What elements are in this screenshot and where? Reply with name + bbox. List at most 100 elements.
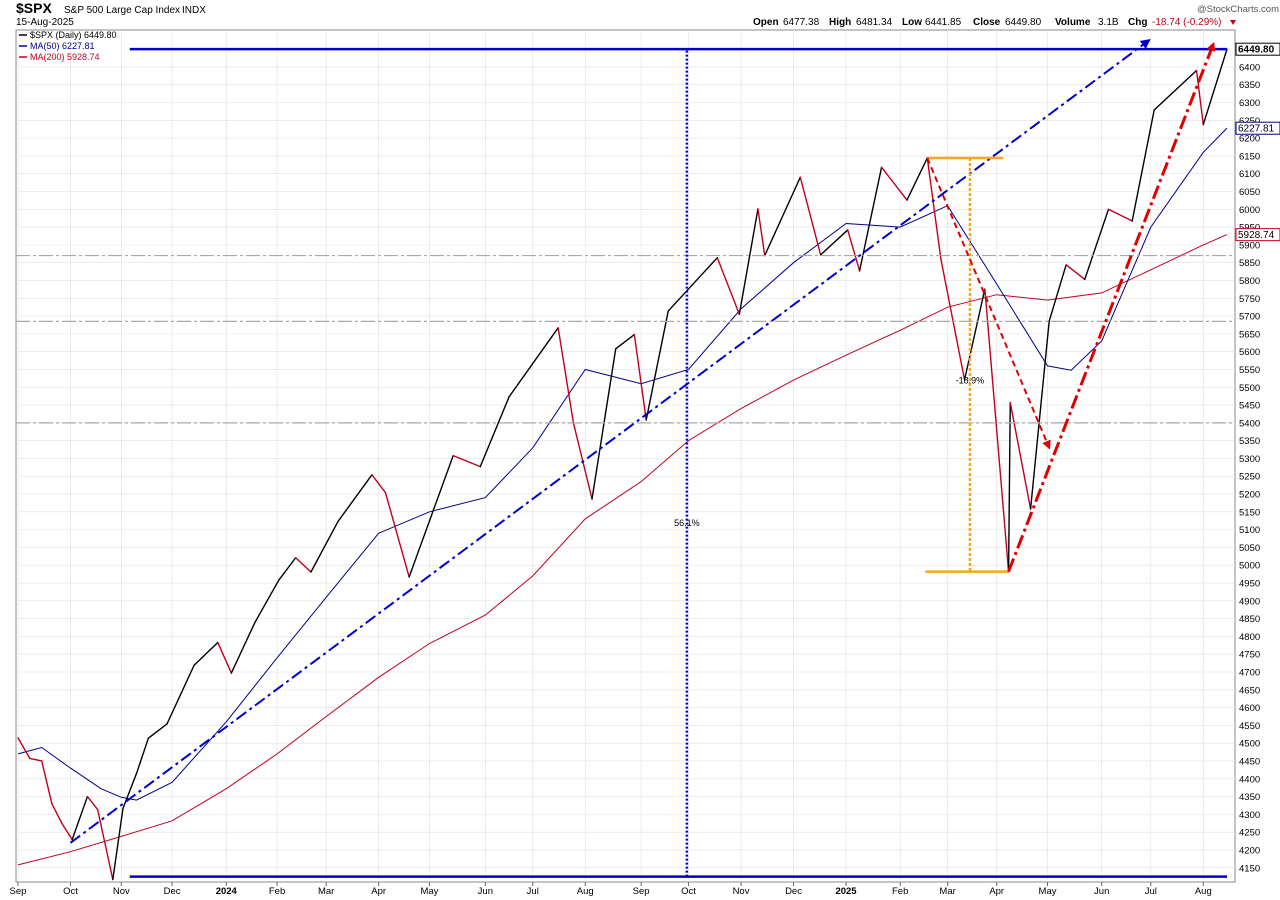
x-tick-label: Oct bbox=[63, 886, 78, 897]
price-segment bbox=[452, 454, 481, 468]
last-price-tag-box bbox=[1235, 42, 1280, 56]
y-tick-label: 4850 bbox=[1239, 614, 1260, 625]
x-tick-label: May bbox=[420, 886, 438, 897]
high-label: High bbox=[829, 17, 851, 28]
price-segment bbox=[371, 474, 387, 494]
low-value: 6441.85 bbox=[925, 17, 962, 28]
price-segment bbox=[940, 258, 966, 381]
y-tick-label: 6200 bbox=[1239, 134, 1260, 145]
y-tick-label: 6150 bbox=[1239, 151, 1260, 162]
price-segment bbox=[135, 737, 150, 775]
price-segment bbox=[764, 176, 801, 257]
ma200-price-tag-box bbox=[1235, 228, 1280, 242]
y-tick-label: 5350 bbox=[1239, 436, 1260, 447]
y-tick-label: 4300 bbox=[1239, 810, 1260, 821]
price-segment bbox=[1007, 401, 1011, 573]
x-tick-label: Oct bbox=[681, 886, 696, 897]
y-tick-label: 5700 bbox=[1239, 312, 1260, 323]
chart-date: 15-Aug-2025 bbox=[16, 17, 74, 28]
y-tick-label: 6000 bbox=[1239, 205, 1260, 216]
plot-area bbox=[15, 29, 1236, 883]
price-segment bbox=[479, 396, 510, 468]
price-segment bbox=[906, 157, 928, 201]
y-tick-label: 5150 bbox=[1239, 507, 1260, 518]
watermark: @StockCharts.com bbox=[1197, 4, 1279, 15]
y-tick-label: 6400 bbox=[1239, 62, 1260, 73]
y-tick-label: 5400 bbox=[1239, 418, 1260, 429]
y-tick-label: 4750 bbox=[1239, 650, 1260, 661]
legend-price: $SPX (Daily) 6449.80 bbox=[30, 30, 117, 40]
chart-exchange: INDX bbox=[182, 5, 206, 16]
price-segment bbox=[667, 256, 719, 312]
chg-label: Chg bbox=[1128, 17, 1147, 28]
price-segment bbox=[963, 288, 986, 381]
y-tick-label: 6250 bbox=[1239, 116, 1260, 127]
x-tick-label: Aug bbox=[577, 886, 594, 897]
price-segment bbox=[1131, 109, 1155, 222]
low-label: Low bbox=[902, 17, 922, 28]
grid bbox=[16, 30, 1235, 882]
y-tick-label: 6100 bbox=[1239, 169, 1260, 180]
ma50-price-tag-box bbox=[1235, 121, 1280, 135]
y-tick-label: 4900 bbox=[1239, 596, 1260, 607]
price-segment bbox=[799, 176, 822, 256]
chart-symbol: $SPX bbox=[16, 0, 52, 16]
price-segment bbox=[254, 579, 280, 623]
y-tick-label: 4350 bbox=[1239, 792, 1260, 803]
y-tick-label: 4500 bbox=[1239, 739, 1260, 750]
y-tick-label: 5450 bbox=[1239, 401, 1260, 412]
x-tick-label: May bbox=[1039, 886, 1057, 897]
price-segment bbox=[61, 822, 73, 841]
y-tick-label: 6050 bbox=[1239, 187, 1260, 198]
price-segment bbox=[1084, 208, 1110, 281]
x-tick-label: Jun bbox=[478, 886, 493, 897]
x-tick-label: 2024 bbox=[216, 886, 238, 897]
price-segment bbox=[591, 348, 617, 500]
y-tick-label: 4800 bbox=[1239, 632, 1260, 643]
y-tick-label: 5800 bbox=[1239, 276, 1260, 287]
y-tick-label: 4150 bbox=[1239, 863, 1260, 874]
price-segment bbox=[716, 256, 741, 315]
price-segment bbox=[926, 157, 942, 260]
price-segment bbox=[86, 795, 99, 811]
ma50-price-tag-text: 6227.81 bbox=[1238, 124, 1275, 135]
price-segment bbox=[1153, 69, 1198, 111]
y-tick-label: 4600 bbox=[1239, 703, 1260, 714]
x-tick-label: Feb bbox=[269, 886, 285, 897]
down-triangle-icon bbox=[1230, 20, 1236, 25]
y-tick-label: 5750 bbox=[1239, 294, 1260, 305]
x-tick-label: Nov bbox=[113, 886, 130, 897]
x-tick-label: Sep bbox=[10, 886, 27, 897]
price-segment bbox=[508, 327, 559, 398]
high-value: 6481.34 bbox=[856, 17, 893, 28]
y-tick-label: 5850 bbox=[1239, 258, 1260, 269]
close-label: Close bbox=[973, 17, 1001, 28]
ma50-price-tag: 6227.81 bbox=[1235, 121, 1280, 135]
price-segment bbox=[757, 208, 766, 257]
ohlc-readout: Open 6477.38 High 6481.34 Low 6441.85 Cl… bbox=[753, 17, 1236, 28]
volume-label: Volume bbox=[1055, 17, 1091, 28]
price-segment bbox=[294, 557, 312, 573]
y-tick-label: 5050 bbox=[1239, 543, 1260, 554]
y-tick-label: 5500 bbox=[1239, 383, 1260, 394]
y-tick-label: 5250 bbox=[1239, 472, 1260, 483]
x-tick-label: Nov bbox=[733, 886, 750, 897]
y-tick-label: 4950 bbox=[1239, 579, 1260, 590]
series-layer bbox=[17, 48, 1228, 881]
price-segment bbox=[984, 288, 1010, 573]
x-tick-label: Aug bbox=[1195, 886, 1212, 897]
x-tick-label: Feb bbox=[892, 886, 908, 897]
x-tick-label: Apr bbox=[989, 886, 1004, 897]
price-segment bbox=[147, 723, 168, 739]
price-segment bbox=[29, 757, 43, 762]
price-segment bbox=[1107, 208, 1133, 222]
recovery-arrow bbox=[1007, 41, 1216, 573]
price-segment bbox=[337, 474, 373, 523]
y-tick-label: 6350 bbox=[1239, 80, 1260, 91]
price-segment bbox=[1048, 264, 1067, 322]
drawdown-percent-label: -18.9% bbox=[956, 376, 985, 386]
price-segment bbox=[738, 208, 759, 315]
axis-layer: 4150 4200 4250 4300 4350 4400 4450 4500 4550 4600… bbox=[10, 62, 1261, 897]
